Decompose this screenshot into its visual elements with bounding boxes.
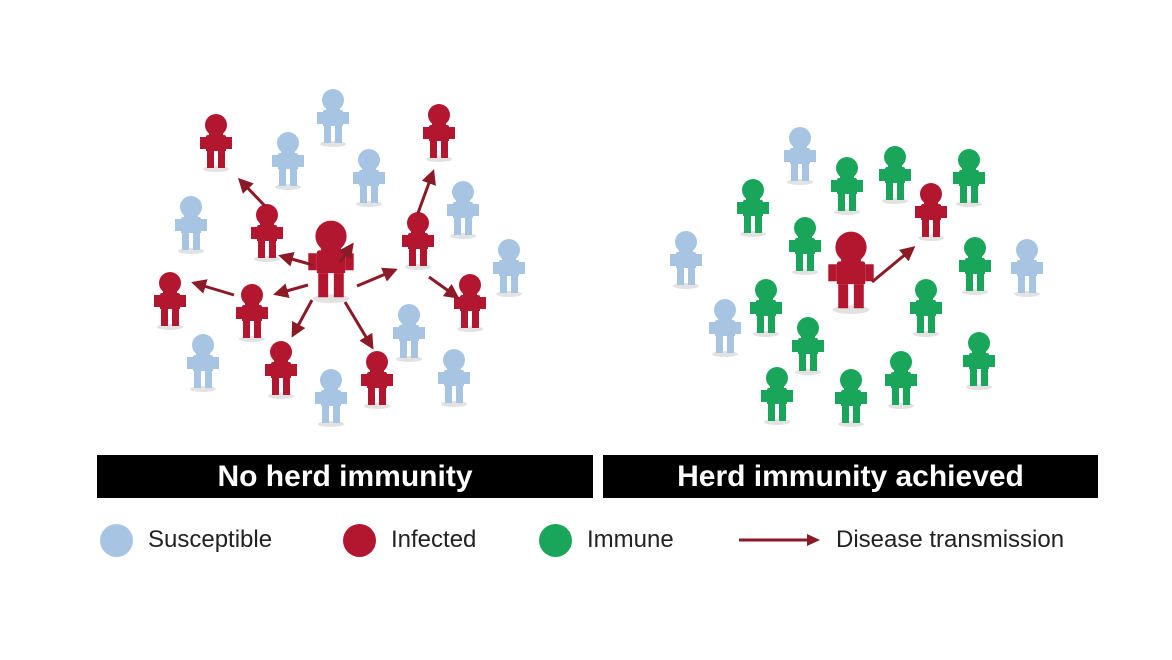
legend-label-infected: Infected	[391, 526, 477, 553]
transmission-arrow	[343, 301, 374, 350]
person-immune-icon	[761, 367, 793, 425]
herd-immunity-transmissions	[871, 246, 916, 284]
person-infected-icon	[251, 204, 283, 262]
transmission-arrow	[291, 299, 314, 338]
person-immune-icon	[953, 149, 985, 207]
transmission-arrow	[871, 246, 916, 284]
transmission-arrow	[416, 169, 436, 214]
transmission-arrow	[237, 177, 267, 208]
person-susceptible-icon	[353, 149, 385, 207]
person-susceptible-icon	[447, 181, 479, 239]
transmission-arrow	[278, 252, 314, 267]
infected-dot-icon	[343, 523, 376, 557]
person-susceptible-icon	[315, 369, 347, 427]
person-immune-icon	[792, 317, 824, 375]
no-herd-immunity-population	[154, 89, 525, 427]
person-susceptible-icon	[393, 304, 425, 362]
herd-immunity-achieved-label: Herd immunity achieved	[603, 455, 1098, 498]
person-immune-icon	[959, 237, 991, 295]
person-susceptible-icon	[709, 299, 741, 357]
immune-dot-icon	[539, 523, 572, 557]
person-susceptible-icon	[1011, 239, 1043, 297]
person-infected-central-icon	[308, 220, 354, 303]
transmission-arrow	[273, 283, 309, 298]
no-herd-immunity-transmissions	[191, 169, 460, 350]
transmission-arrow	[338, 242, 354, 263]
no-herd-immunity-label: No herd immunity	[97, 455, 593, 498]
legend-label-susceptible: Susceptible	[148, 526, 273, 553]
person-infected-central-icon	[828, 231, 874, 314]
person-susceptible-icon	[438, 349, 470, 407]
person-immune-icon	[789, 217, 821, 275]
legend-item-susceptible: Susceptible	[100, 520, 272, 560]
person-infected-icon	[154, 272, 186, 330]
person-infected-icon	[200, 114, 232, 172]
transmission-arrow-icon	[739, 534, 820, 546]
legend-label-immune: Immune	[587, 526, 674, 553]
susceptible-dot-icon	[100, 523, 133, 557]
person-infected-icon	[454, 274, 486, 332]
person-immune-icon	[750, 279, 782, 337]
person-infected-icon	[265, 341, 297, 399]
person-susceptible-icon	[175, 196, 207, 254]
person-infected-icon	[361, 351, 393, 409]
person-infected-icon	[423, 104, 455, 162]
person-infected-icon	[915, 183, 947, 241]
transmission-arrow	[428, 275, 460, 299]
legend-label-transmission: Disease transmission	[836, 526, 1065, 553]
transmission-arrow	[356, 267, 398, 288]
person-infected-icon	[402, 212, 434, 270]
person-immune-icon	[910, 279, 942, 337]
person-immune-icon	[835, 369, 867, 427]
person-infected-icon	[236, 284, 268, 342]
person-immune-icon	[831, 157, 863, 215]
person-immune-icon	[885, 351, 917, 409]
person-susceptible-icon	[317, 89, 349, 147]
legend: Susceptible Infected Immune Disease tran…	[0, 520, 1172, 560]
transmission-arrow	[191, 279, 235, 297]
person-immune-icon	[879, 146, 911, 204]
legend-item-immune: Immune	[539, 520, 674, 560]
herd-immunity-illustration	[154, 89, 1043, 427]
legend-item-transmission: Disease transmission	[737, 520, 1064, 560]
person-susceptible-icon	[187, 334, 219, 392]
person-susceptible-icon	[272, 132, 304, 190]
person-immune-icon	[737, 179, 769, 237]
person-susceptible-icon	[784, 127, 816, 185]
person-susceptible-icon	[670, 231, 702, 289]
person-immune-icon	[963, 332, 995, 390]
legend-item-infected: Infected	[343, 520, 476, 560]
person-susceptible-icon	[493, 239, 525, 297]
herd-immunity-population	[670, 127, 1043, 427]
